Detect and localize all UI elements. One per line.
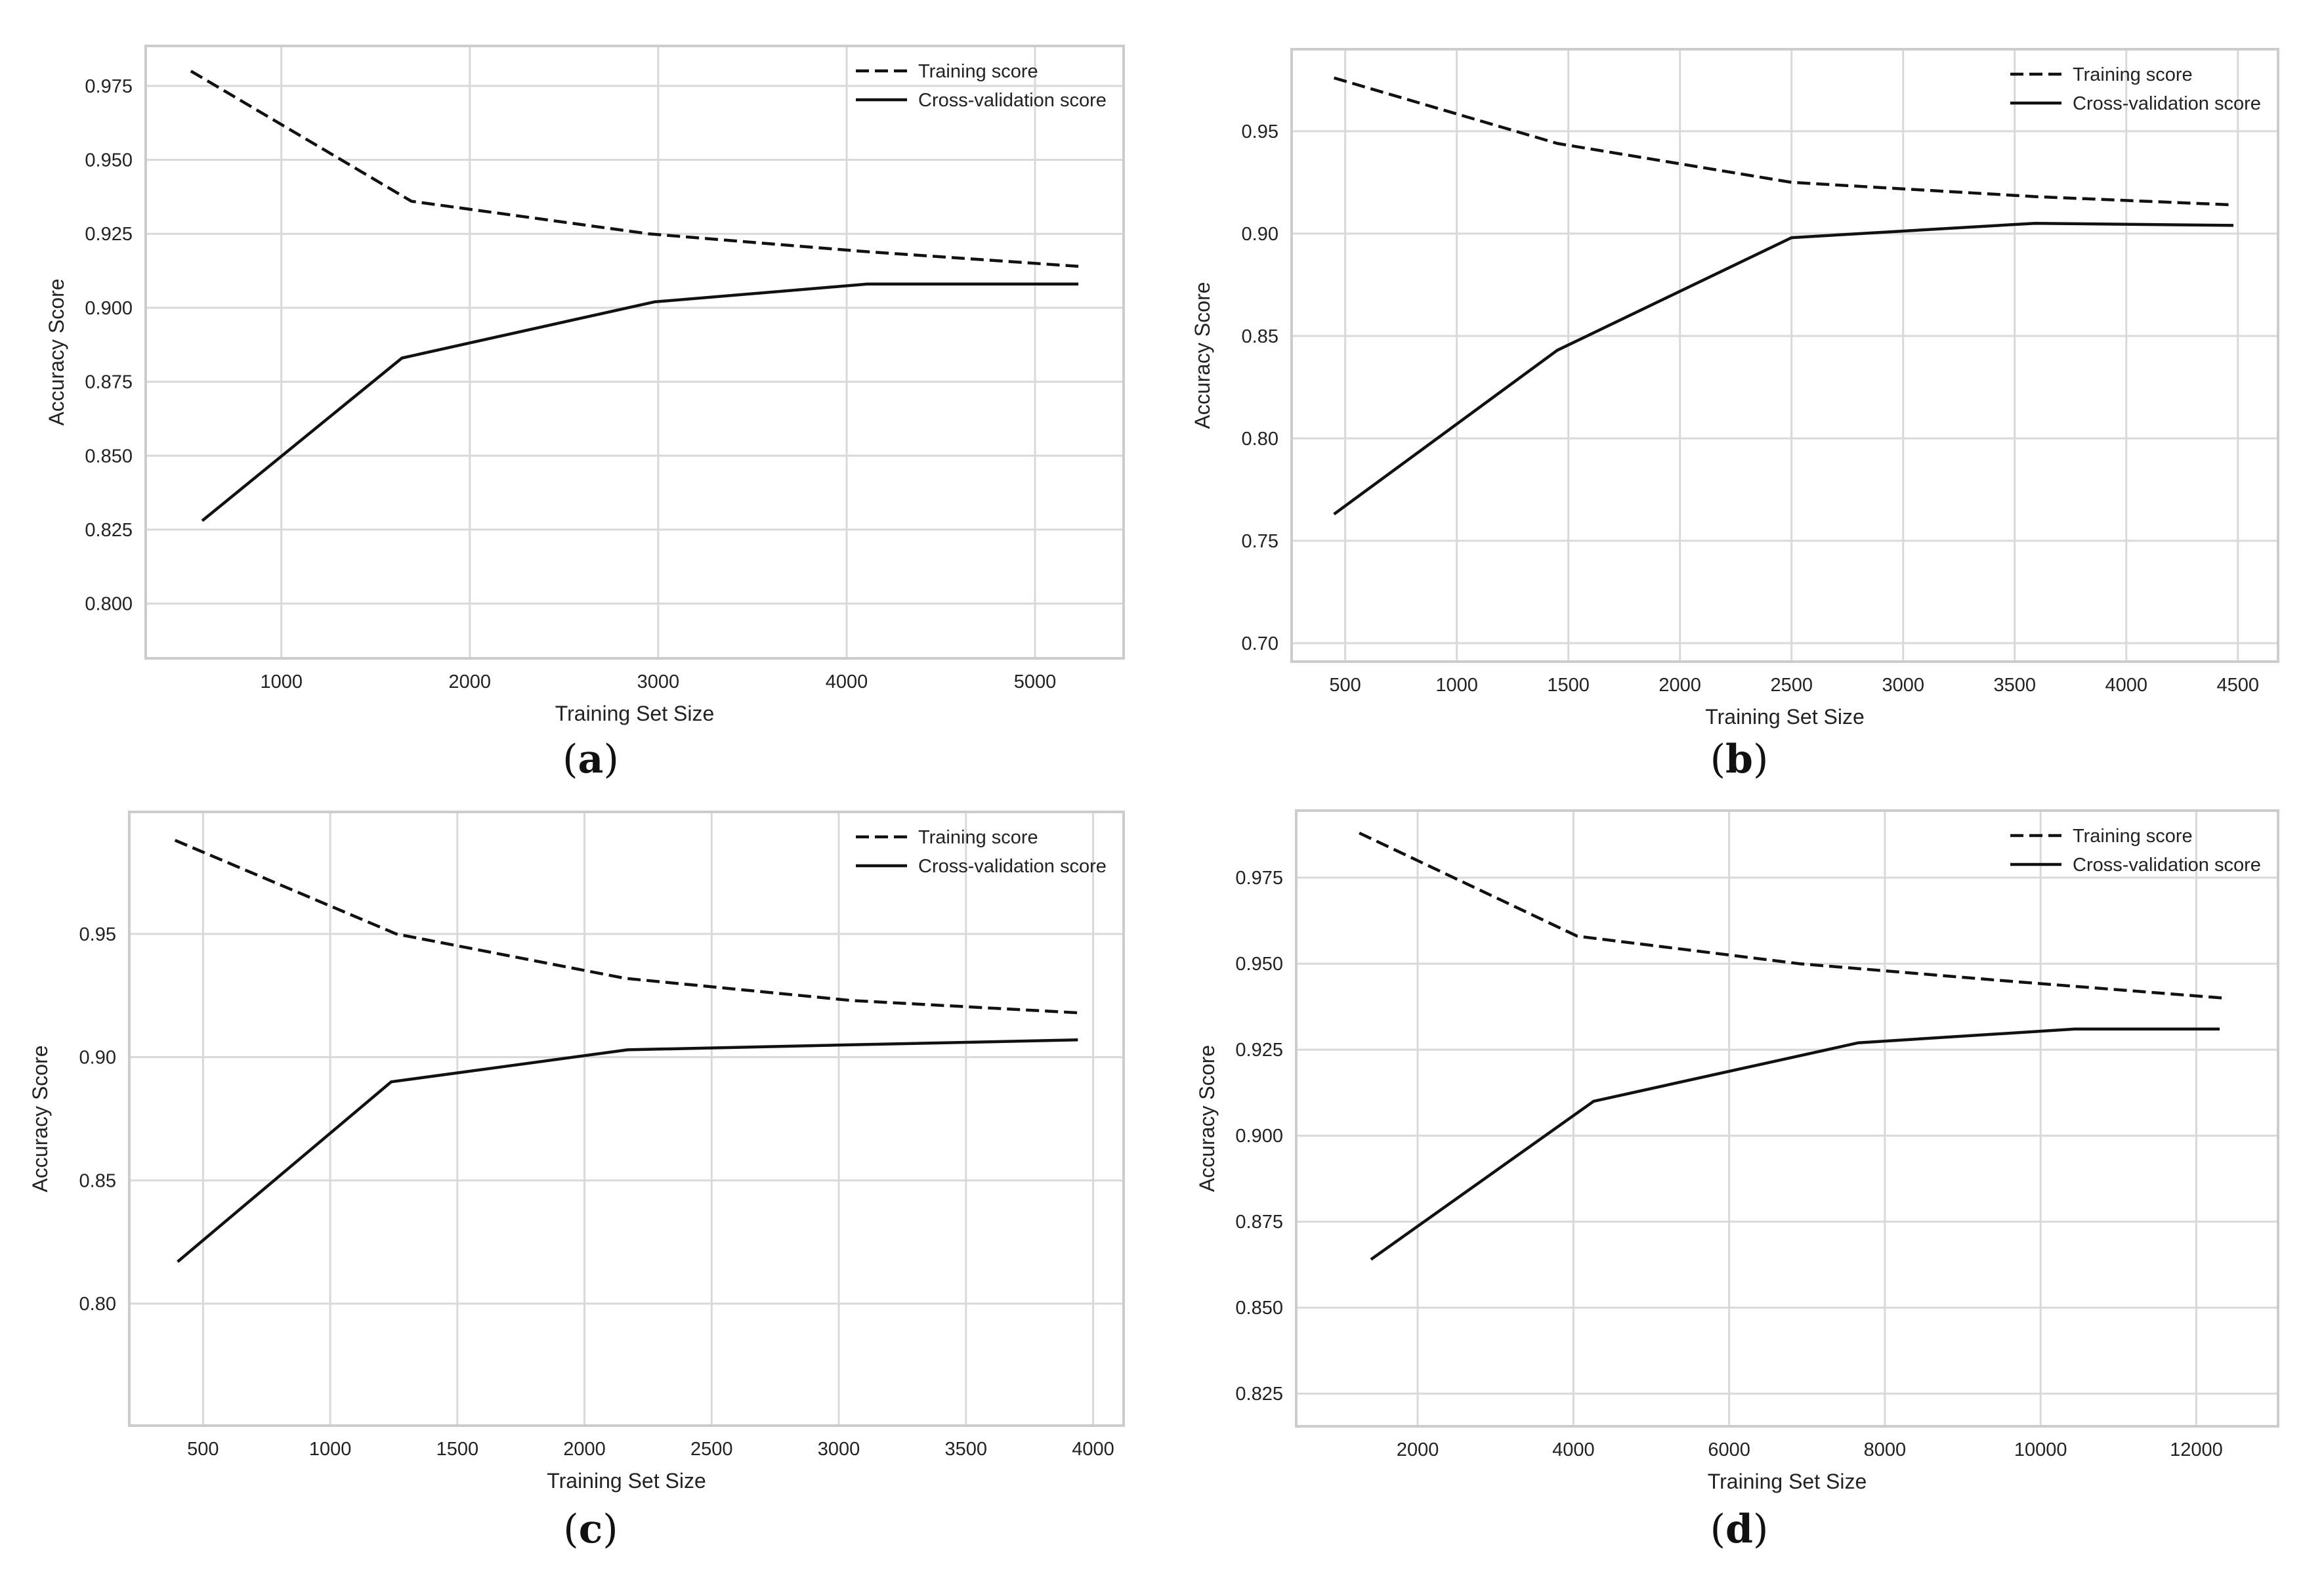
caption-c: (c)	[563, 1506, 618, 1552]
y-tick-label: 0.925	[1235, 1040, 1283, 1061]
x-tick-label: 2000	[563, 1439, 606, 1460]
y-tick-label: 0.925	[85, 224, 133, 245]
x-tick-label: 8000	[1864, 1439, 1907, 1460]
plot-frame-b	[1290, 48, 2279, 663]
y-axis-label-d: Accuracy Score	[1195, 1045, 1219, 1192]
x-tick-label: 4500	[2217, 675, 2260, 696]
legend-label-cv: Cross-validation score	[918, 856, 1107, 877]
y-axis-label-c: Accuracy Score	[28, 1045, 52, 1192]
x-tick-label: 1000	[260, 671, 303, 692]
y-tick-label: 0.950	[85, 150, 133, 171]
plot-frame-c	[128, 811, 1125, 1427]
x-tick-label: 2000	[1658, 675, 1701, 696]
x-tick-label: 4000	[1552, 1439, 1595, 1460]
x-tick-label: 2000	[449, 671, 492, 692]
x-axis-label-b: Training Set Size	[1705, 705, 1864, 729]
y-tick-label: 0.825	[85, 520, 133, 541]
x-tick-label: 2000	[1397, 1439, 1439, 1460]
y-tick-label: 0.875	[1235, 1212, 1283, 1233]
y-tick-label: 0.95	[79, 924, 116, 945]
y-tick-label: 0.875	[85, 372, 133, 393]
x-tick-label: 1500	[1547, 675, 1590, 696]
y-tick-label: 0.800	[85, 594, 133, 615]
cv-score-line-d	[1370, 1027, 2220, 1261]
x-tick-label: 2500	[1770, 675, 1813, 696]
cv-score-line-a	[201, 282, 1079, 522]
legend-label-training: Training score	[918, 61, 1038, 82]
y-tick-label: 0.80	[79, 1294, 116, 1315]
x-tick-label: 12000	[2170, 1439, 2223, 1460]
y-tick-label: 0.900	[1235, 1126, 1283, 1147]
y-tick-label: 0.90	[79, 1048, 116, 1069]
cv-score-line-c	[177, 1038, 1078, 1264]
y-tick-label: 0.80	[1242, 429, 1278, 450]
legend-label-training: Training score	[918, 827, 1038, 848]
x-tick-label: 4000	[826, 671, 868, 692]
x-tick-label: 3500	[945, 1439, 988, 1460]
plot-frame-d	[1295, 809, 2279, 1428]
x-tick-label: 2500	[690, 1439, 733, 1460]
legend-label-cv: Cross-validation score	[2073, 93, 2261, 114]
y-tick-label: 0.70	[1242, 633, 1278, 654]
x-tick-label: 3500	[1993, 675, 2036, 696]
x-tick-label: 500	[187, 1439, 219, 1460]
y-tick-label: 0.85	[1242, 326, 1278, 347]
x-tick-label: 5000	[1014, 671, 1057, 692]
x-tick-label: 3000	[637, 671, 680, 692]
plot-frame-a	[144, 45, 1125, 660]
y-tick-label: 0.900	[85, 298, 133, 319]
y-tick-label: 0.85	[79, 1170, 116, 1191]
x-tick-label: 3000	[818, 1439, 860, 1460]
x-tick-label: 4000	[2105, 675, 2148, 696]
y-axis-label-a: Accuracy Score	[45, 278, 68, 425]
y-tick-label: 0.90	[1242, 224, 1278, 245]
legend-label-training: Training score	[2073, 826, 2193, 847]
x-tick-label: 1500	[436, 1439, 479, 1460]
y-tick-label: 0.825	[1235, 1384, 1283, 1405]
training-score-line-b	[1333, 76, 2234, 207]
cv-score-line-b	[1333, 221, 2234, 516]
legend-label-cv: Cross-validation score	[918, 90, 1107, 111]
caption-a: (a)	[562, 736, 619, 782]
y-tick-label: 0.950	[1235, 954, 1283, 975]
x-tick-label: 6000	[1708, 1439, 1750, 1460]
x-tick-label: 4000	[1072, 1439, 1114, 1460]
y-tick-label: 0.850	[85, 446, 133, 467]
y-tick-label: 0.850	[1235, 1298, 1283, 1319]
y-axis-label-b: Accuracy Score	[1191, 282, 1214, 429]
legend-label-training: Training score	[2073, 64, 2193, 85]
x-axis-label-c: Training Set Size	[547, 1469, 706, 1493]
y-tick-label: 0.95	[1242, 121, 1278, 142]
training-score-line-c	[174, 839, 1078, 1015]
x-tick-label: 3000	[1882, 675, 1924, 696]
x-axis-label-a: Training Set Size	[555, 702, 714, 725]
x-tick-label: 1000	[1435, 675, 1478, 696]
caption-d: (d)	[1710, 1506, 1769, 1552]
x-axis-label-d: Training Set Size	[1708, 1470, 1867, 1493]
y-tick-label: 0.75	[1242, 531, 1278, 552]
x-tick-label: 10000	[2014, 1439, 2067, 1460]
caption-b: (b)	[1710, 736, 1769, 782]
legend-label-cv: Cross-validation score	[2073, 855, 2261, 876]
y-tick-label: 0.975	[85, 76, 133, 97]
x-tick-label: 500	[1329, 675, 1361, 696]
x-tick-label: 1000	[309, 1439, 352, 1460]
y-tick-label: 0.975	[1235, 868, 1283, 889]
